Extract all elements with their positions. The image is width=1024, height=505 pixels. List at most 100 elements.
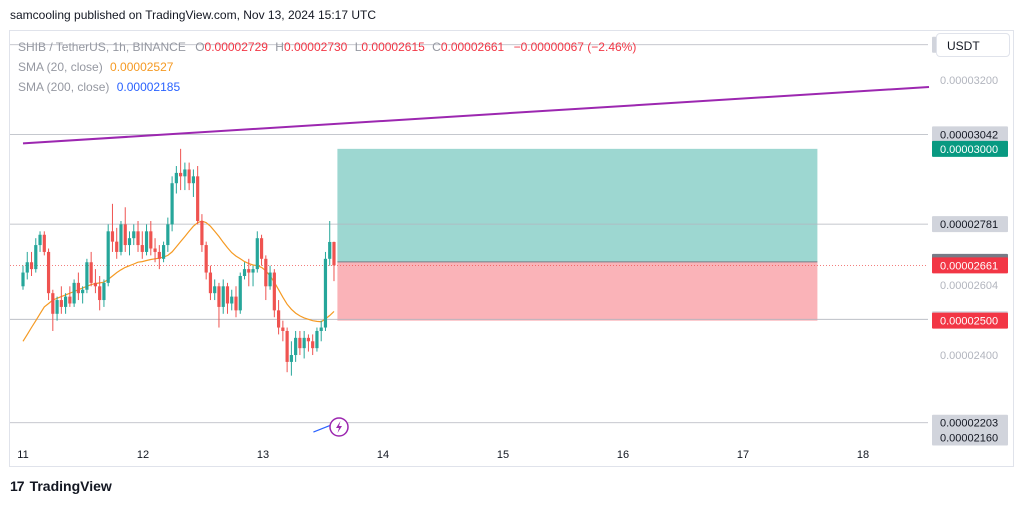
candle-body[interactable]: [234, 296, 238, 311]
price-label[interactable]: 0.00003042: [940, 129, 998, 141]
candle-body[interactable]: [161, 245, 166, 259]
candle-body[interactable]: [72, 282, 76, 304]
candle-body[interactable]: [123, 224, 127, 246]
candle-body[interactable]: [166, 224, 170, 246]
x-tick-label: 18: [857, 449, 869, 461]
candle-body[interactable]: [298, 337, 302, 349]
candle-body[interactable]: [115, 241, 119, 252]
candle-body[interactable]: [200, 221, 204, 246]
candle-body[interactable]: [29, 262, 34, 270]
legend-sma20-row[interactable]: SMA (20, close) 0.00002527: [18, 57, 636, 77]
candle-body[interactable]: [328, 241, 332, 259]
price-label[interactable]: 0.00003200: [940, 75, 998, 87]
candle-body[interactable]: [110, 231, 115, 242]
candle-body[interactable]: [332, 241, 336, 266]
price-label[interactable]: 0.00002500: [940, 316, 998, 328]
candle-body[interactable]: [64, 296, 68, 307]
candle-body[interactable]: [323, 258, 328, 328]
price-label[interactable]: 0.00002203: [940, 418, 998, 430]
candle-body[interactable]: [306, 337, 311, 342]
candle-body[interactable]: [191, 176, 195, 184]
candle-body[interactable]: [25, 262, 29, 273]
candle-body[interactable]: [144, 231, 149, 252]
candle-body[interactable]: [174, 172, 178, 184]
candle-body[interactable]: [311, 341, 315, 349]
candle-body[interactable]: [255, 238, 259, 270]
candle-body[interactable]: [259, 238, 264, 259]
price-label[interactable]: 0.00002604: [940, 280, 998, 292]
candle-body[interactable]: [183, 169, 187, 177]
candle-body[interactable]: [289, 355, 293, 362]
candle-body[interactable]: [268, 272, 272, 287]
candle-body[interactable]: [81, 289, 85, 294]
candle-body[interactable]: [217, 286, 221, 307]
trendline[interactable]: [22, 85, 930, 145]
candle-body[interactable]: [127, 238, 132, 246]
candle-body[interactable]: [153, 248, 157, 252]
candle-body[interactable]: [187, 169, 191, 184]
candle-body[interactable]: [136, 231, 140, 246]
candle-body[interactable]: [319, 327, 323, 331]
candle-body[interactable]: [93, 282, 98, 287]
candle-body[interactable]: [277, 310, 281, 328]
candle-body[interactable]: [204, 245, 208, 273]
lightning-icon[interactable]: [329, 417, 349, 437]
price-label-box: [932, 126, 1008, 143]
candle-body[interactable]: [264, 258, 268, 287]
candle-body[interactable]: [302, 337, 306, 349]
candle-body[interactable]: [208, 272, 213, 294]
candle-body[interactable]: [38, 234, 42, 246]
candle-body[interactable]: [68, 296, 72, 304]
candle-body[interactable]: [51, 293, 55, 314]
candle-body[interactable]: [196, 176, 200, 222]
candle-body[interactable]: [132, 231, 136, 239]
candle-body[interactable]: [55, 300, 59, 314]
candle-body[interactable]: [85, 262, 89, 290]
price-label[interactable]: 0.00002160: [940, 433, 998, 445]
candle-body[interactable]: [42, 234, 46, 252]
x-tick-label: 17: [737, 449, 749, 461]
candle-body[interactable]: [285, 330, 289, 362]
candle-body[interactable]: [170, 183, 174, 225]
candle-body[interactable]: [281, 327, 285, 331]
candle-body[interactable]: [59, 300, 63, 307]
candle-body[interactable]: [106, 231, 110, 283]
target-zone[interactable]: [337, 148, 818, 262]
candle-body[interactable]: [34, 245, 38, 270]
sma20-line[interactable]: [22, 220, 335, 342]
candle-body[interactable]: [225, 286, 230, 304]
price-label[interactable]: 0.00003000: [940, 144, 998, 156]
candle-body[interactable]: [238, 275, 242, 311]
candle-body[interactable]: [294, 337, 298, 356]
candle-body[interactable]: [221, 286, 225, 307]
candle-body[interactable]: [230, 296, 234, 304]
stop-zone[interactable]: [337, 261, 818, 321]
price-label[interactable]: 0.00002661: [940, 260, 998, 272]
candle-body[interactable]: [179, 172, 183, 177]
candle-body[interactable]: [247, 269, 251, 273]
price-label[interactable]: 0.00002781: [940, 219, 998, 231]
tradingview-logo[interactable]: 17 TradingView: [10, 478, 112, 494]
legend-sma200-row[interactable]: SMA (200, close) 0.00002185: [18, 77, 636, 97]
candle-body[interactable]: [119, 224, 123, 252]
candle-body[interactable]: [89, 262, 93, 283]
price-label-box: [932, 429, 1008, 446]
candle-body[interactable]: [272, 272, 276, 311]
price-label[interactable]: 0.00002400: [940, 350, 998, 362]
candle-body[interactable]: [242, 269, 247, 276]
currency-button[interactable]: USDT: [936, 33, 1010, 57]
candle-body[interactable]: [149, 231, 153, 249]
price-label-box: [932, 140, 1008, 157]
candle-body[interactable]: [21, 272, 25, 287]
candle-body[interactable]: [46, 251, 51, 294]
candle-body[interactable]: [98, 286, 102, 301]
candle-body[interactable]: [76, 282, 80, 294]
candle-body[interactable]: [140, 245, 144, 252]
candle-body[interactable]: [157, 251, 161, 259]
candle-body[interactable]: [213, 286, 217, 294]
price-label-box: [932, 312, 1008, 329]
candle-body[interactable]: [251, 269, 255, 273]
candle-body[interactable]: [102, 282, 106, 301]
candle-body[interactable]: [315, 330, 319, 349]
